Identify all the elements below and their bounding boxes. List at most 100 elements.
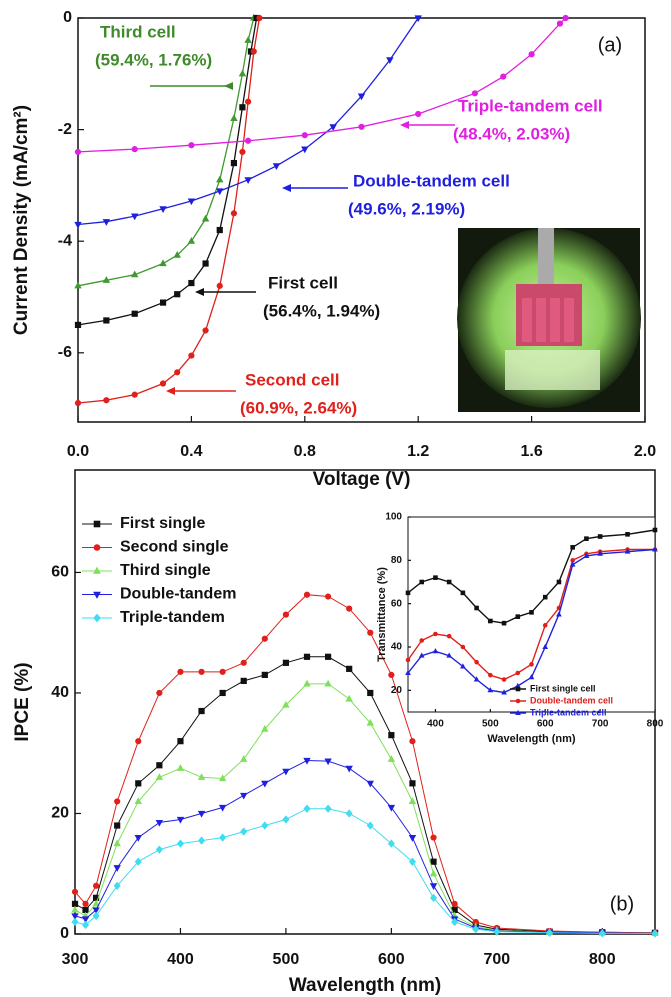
x-axis-title: Voltage (V) [313,469,411,490]
marker [414,15,422,23]
marker [135,738,142,745]
marker [134,857,142,866]
marker [358,123,365,130]
marker [130,270,139,278]
marker [528,674,535,680]
marker [324,758,332,766]
marker [500,73,507,80]
marker [74,399,82,407]
marker [261,780,269,788]
marker [408,835,417,842]
y-tick-label: -6 [58,344,72,361]
marker [240,677,247,685]
x-tick-label: 600 [378,951,405,968]
marker [131,146,138,153]
marker [515,614,521,619]
marker [113,839,121,847]
marker [460,663,466,669]
marker [446,652,452,658]
series-line [77,17,255,287]
marker [345,765,353,773]
y-tick-label: 60 [51,564,69,581]
marker [556,611,562,617]
y-tick-label: -2 [58,121,72,138]
marker [282,700,290,708]
marker [501,620,507,626]
marker [245,137,252,144]
marker [625,532,630,537]
marker [92,911,100,921]
marker [74,321,82,329]
series-line [74,683,656,934]
marker [244,36,252,43]
marker [198,668,205,675]
marker [81,916,90,924]
marker [329,124,337,131]
marker [324,593,332,600]
marker [409,780,416,787]
marker [515,698,521,704]
marker [176,764,185,771]
y-tick-label: 80 [391,555,403,566]
x-tick-label: 700 [483,951,510,968]
marker [388,671,395,678]
marker [82,906,89,913]
marker [562,14,569,22]
marker [472,925,480,934]
x-axis-title: Wavelength (nm) [289,975,441,996]
marker [201,214,210,222]
annotation: Double-tandem cell [353,171,510,190]
series-line [77,17,258,326]
y-tick-label: 0 [60,925,69,942]
arrow-head [224,82,233,90]
marker [433,631,438,637]
marker [282,768,290,776]
marker [159,206,167,213]
marker [386,57,394,65]
marker [405,657,411,663]
marker [71,905,79,913]
marker [583,552,590,558]
marker [219,833,227,842]
annotation: Triple-tandem cell [458,96,603,115]
marker [230,159,238,167]
marker [93,591,101,599]
marker [429,869,438,877]
x-tick-label: 0.0 [67,443,89,460]
marker [188,279,195,287]
marker [430,893,438,902]
marker [451,917,459,927]
marker [240,827,248,836]
marker [409,738,416,745]
marker [159,299,167,306]
x-tick-label: 1.6 [520,443,542,460]
marker [433,575,438,580]
marker [569,561,576,567]
marker [430,834,437,841]
marker [114,798,121,805]
panel-label: (a) [598,34,622,56]
marker [542,623,548,628]
plot-frame [407,516,656,713]
marker [74,148,82,156]
marker [473,676,480,682]
marker [256,14,263,22]
marker [239,148,246,156]
marker [103,317,110,324]
legend-label: First single [120,515,205,532]
marker [546,928,554,937]
marker [387,839,395,848]
marker [216,188,224,196]
marker [366,718,374,726]
marker [366,821,374,830]
marker [92,907,100,915]
marker [240,659,247,666]
marker [474,605,479,611]
annotation: First cell [268,273,338,292]
annotation: Second cell [245,370,339,389]
marker [345,809,353,818]
marker [493,927,501,936]
marker [261,635,268,642]
marker [388,732,395,739]
y-tick-label: 20 [391,685,403,696]
